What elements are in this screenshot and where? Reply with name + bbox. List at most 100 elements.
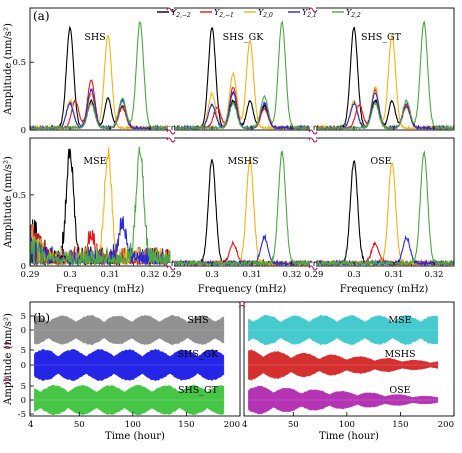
legend-entry-3: Y2,1: [302, 8, 317, 19]
legend-entry-1: Y2,−1: [214, 8, 234, 19]
subplot-title-shs_gt: SHS_GT: [361, 32, 402, 43]
axis-break-mask: [168, 5, 174, 11]
spectrum-line-1-0: [171, 159, 313, 267]
y-axis-label-top: Amplitude (nm/s²): [3, 23, 14, 116]
x-axis-label-a: Frequency (mHz): [340, 284, 429, 295]
x-tick-label-a: 0.31: [385, 270, 404, 280]
legend-entry-0: Y2,−2: [171, 8, 191, 19]
x-tick-label-a: 0.31: [243, 270, 262, 280]
spectrum-line-1-0: [171, 27, 313, 131]
axes-frame-a-1: [29, 137, 455, 267]
axis-break-marker: [238, 301, 246, 308]
legend-entry-4: Y2,2: [346, 8, 361, 19]
time-subplot-title-mse: MSE: [388, 315, 411, 326]
spectrum-line-2-4: [313, 21, 455, 131]
x-tick-label-b: 4: [242, 420, 247, 430]
y-axis-label-b: Amplitude (nm/s²): [3, 313, 14, 406]
axis-break-mask: [168, 135, 174, 141]
axis-break-marker: [308, 129, 318, 135]
x-tick-label-b: 50: [74, 420, 85, 430]
y-tick-label-b: -5: [18, 410, 26, 420]
axes-frame-b-0: [29, 301, 241, 417]
y-tick-label-a: 0: [21, 126, 26, 136]
axes-frame-a-0: [29, 7, 455, 131]
x-tick-label-a: 0.31: [101, 270, 120, 280]
x-tick-label-b: 150: [392, 420, 408, 430]
panel-a-label: (a): [33, 9, 50, 23]
x-tick-label-b: 100: [125, 420, 141, 430]
spectrum-line-1-2: [171, 158, 313, 267]
x-tick-label-a: 0.32: [283, 270, 302, 280]
x-tick-label-a: 0.29: [305, 270, 324, 280]
x-axis-label-a: Frequency (mHz): [198, 284, 287, 295]
x-axis-label-b: Time (hour): [105, 431, 165, 442]
axis-break-marker: [308, 265, 318, 271]
y-tick-label-a: 0.5: [12, 191, 26, 201]
x-tick-label-a: 0.32: [141, 270, 160, 280]
x-tick-label-a: 0.29: [21, 270, 40, 280]
y-tick-label-b: 0: [21, 326, 26, 336]
y-tick-label-b: 5: [21, 382, 26, 392]
axis-break-mask: [310, 5, 316, 11]
axes-frame-b-1: [243, 301, 455, 417]
axis-break-marker: [3, 378, 11, 385]
panel-b-label: (b): [33, 311, 50, 325]
axis-break-mask: [168, 127, 174, 133]
x-tick-label-b: 100: [339, 420, 355, 430]
spectrum-line-2-0: [313, 160, 455, 267]
x-tick-label-b: 50: [288, 420, 299, 430]
axes: [3, 5, 455, 417]
x-axis-label-b: Time (hour): [319, 431, 379, 442]
x-tick-label-a: 0.3: [347, 270, 361, 280]
x-tick-label-a: 0.3: [63, 270, 77, 280]
y-tick-label-a: 0: [21, 262, 26, 272]
axis-break-marker: [166, 7, 176, 13]
spectrum-line-2-4: [313, 150, 455, 267]
axis-break-mask: [310, 127, 316, 133]
noise-line-4: [29, 233, 67, 264]
time-subplot-title-shs: SHS: [187, 315, 208, 326]
spectrum-line-0-2: [29, 34, 170, 131]
data-lines: [29, 20, 455, 416]
time-subplot-title-shs_gt: SHS_GT: [178, 385, 219, 396]
axis-break-mask: [310, 135, 316, 141]
axis-break-marker: [166, 129, 176, 135]
spectrum-line-1-4: [171, 150, 313, 267]
axis-break-marker: [308, 7, 318, 13]
subplot-title-mshs: MSHS: [227, 156, 258, 167]
axis-break-mask: [310, 263, 316, 269]
axis-break-marker: [166, 137, 176, 143]
spectrum-line-0-1: [29, 79, 171, 131]
y-tick-label-b: 5: [21, 312, 26, 322]
axis-break-marker: [166, 265, 176, 271]
time-subplot-title-mshs: MSHS: [384, 349, 415, 360]
spectrum-line-0-4: [30, 21, 171, 131]
x-tick-label-b: 4: [28, 420, 33, 430]
subplot-title-ose: OSE: [370, 156, 391, 167]
y-tick-label-b: 0: [21, 361, 26, 371]
x-tick-label-b: 200: [224, 420, 240, 430]
y-tick-label-a: 0.5: [12, 58, 26, 68]
time-subplot-title-shs_gk: SHS_GK: [178, 349, 220, 360]
x-tick-label-a: 0.29: [163, 270, 182, 280]
spectrum-line-2-2: [313, 163, 455, 267]
y-tick-label-b: 0: [21, 396, 26, 406]
time-subplot-title-ose: OSE: [389, 385, 410, 396]
x-tick-label-a: 0.3: [205, 270, 219, 280]
subplot-title-shs_gk: SHS_GK: [223, 32, 265, 43]
x-tick-label-a: 0.32: [425, 270, 444, 280]
x-axis-label-a: Frequency (mHz): [56, 284, 145, 295]
axis-break-mask: [168, 263, 174, 269]
y-tick-label-b: 5: [21, 346, 26, 356]
legend-entry-2: Y2,0: [258, 8, 273, 19]
spectrum-line-2-2: [314, 32, 455, 131]
spectrum-line-1-2: [171, 40, 313, 131]
x-tick-label-b: 150: [178, 420, 194, 430]
subplot-title-mse: MSE: [83, 156, 106, 167]
subplot-title-shs: SHS: [84, 32, 105, 43]
spectrum-line-1-4: [171, 20, 313, 131]
x-tick-label-b: 200: [438, 420, 454, 430]
y-axis-label-bottom: Amplitude (nm/s²): [3, 156, 14, 249]
axis-break-marker: [3, 342, 11, 349]
